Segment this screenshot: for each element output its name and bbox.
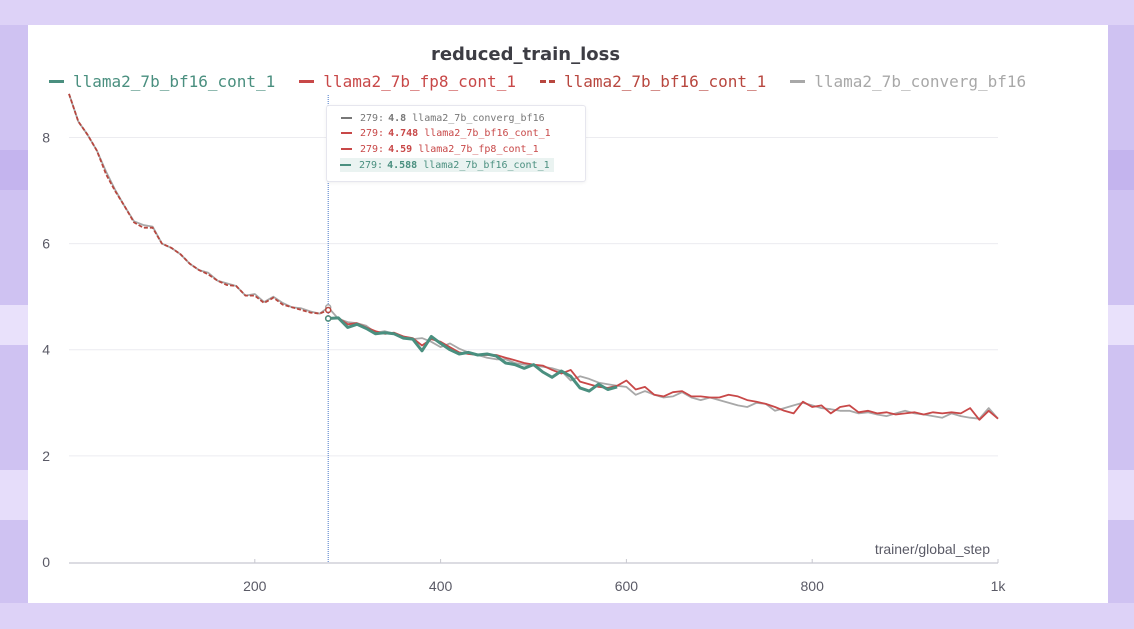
legend-swatch (49, 80, 64, 83)
x-tick-label: 200 (243, 578, 267, 594)
x-tick-label: 600 (615, 578, 639, 594)
series-line-llama2_7b_bf16_cont_1 (68, 93, 329, 315)
legend-item[interactable]: llama2_7b_bf16_cont_1 (539, 72, 767, 91)
y-tick-label: 0 (42, 554, 50, 570)
tooltip-step: 279: (360, 112, 385, 124)
tooltip-swatch (341, 132, 352, 134)
legend-label: llama2_7b_fp8_cont_1 (323, 72, 516, 91)
legend-item[interactable]: llama2_7b_bf16_cont_1 (49, 72, 275, 91)
y-tick-label: 8 (42, 129, 50, 145)
tooltip-row: 279: 4.8 llama2_7b_converg_bf16 (341, 111, 545, 125)
background-band (0, 0, 1134, 25)
tooltip-row-highlighted: 279: 4.588 llama2_7b_bf16_cont_1 (340, 158, 554, 172)
tooltip-label: llama2_7b_bf16_cont_1 (423, 159, 550, 171)
x-tick-label: 400 (429, 578, 453, 594)
legend-item[interactable]: llama2_7b_fp8_cont_1 (299, 72, 516, 91)
tooltip-step: 279: (360, 127, 385, 139)
tooltip-label: llama2_7b_fp8_cont_1 (418, 143, 539, 155)
background-band (0, 603, 1134, 629)
tooltip-value: 4.588 (387, 159, 418, 171)
x-tick-label: 800 (801, 578, 825, 594)
chart-title: reduced_train_loss (430, 44, 621, 65)
legend-label: llama2_7b_bf16_cont_1 (73, 72, 276, 91)
hover-point (324, 306, 332, 314)
tooltip-step: 279: (360, 143, 385, 155)
tooltip-swatch (340, 164, 351, 166)
tooltip-label: llama2_7b_bf16_cont_1 (424, 127, 551, 139)
legend-item[interactable]: llama2_7b_converg_bf16 (790, 72, 1026, 91)
hover-point (324, 315, 332, 322)
legend-swatch (299, 80, 315, 83)
tooltip-label: llama2_7b_converg_bf16 (412, 112, 545, 124)
y-tick-label: 4 (42, 342, 50, 358)
series-line-llama2_7b_fp8_cont_1 (328, 316, 999, 421)
tooltip-value: 4.59 (388, 143, 413, 155)
hover-tooltip: 279: 4.8 llama2_7b_converg_bf16 279: 4.7… (326, 105, 586, 182)
tooltip-value: 4.8 (388, 112, 407, 124)
y-tick-label: 6 (42, 236, 50, 252)
series-line-llama2_7b_bf16_cont_1 (328, 316, 618, 393)
tooltip-value: 4.748 (388, 127, 419, 139)
tooltip-swatch (341, 117, 352, 119)
legend-label: llama2_7b_converg_bf16 (814, 72, 1027, 91)
tooltip-swatch (341, 148, 352, 150)
x-tick-label: 1k (991, 578, 1007, 594)
legend-swatch (790, 80, 806, 83)
line-chart[interactable]: 0 2 4 6 8 200 400 600 800 1k trainer/global_step (28, 25, 1108, 603)
x-axis-label: trainer/global_step (875, 541, 990, 557)
tooltip-step: 279: (359, 159, 384, 171)
legend-label: llama2_7b_bf16_cont_1 (563, 72, 767, 91)
chart-panel: reduced_train_loss llama2_7b_bf16_cont_1… (28, 25, 1108, 603)
tooltip-row: 279: 4.59 llama2_7b_fp8_cont_1 (341, 142, 539, 156)
chart-legend: llama2_7b_bf16_cont_1 llama2_7b_fp8_cont… (49, 72, 1026, 91)
tooltip-row: 279: 4.748 llama2_7b_bf16_cont_1 (341, 126, 551, 140)
legend-swatch (539, 80, 555, 83)
y-tick-label: 2 (42, 448, 50, 464)
